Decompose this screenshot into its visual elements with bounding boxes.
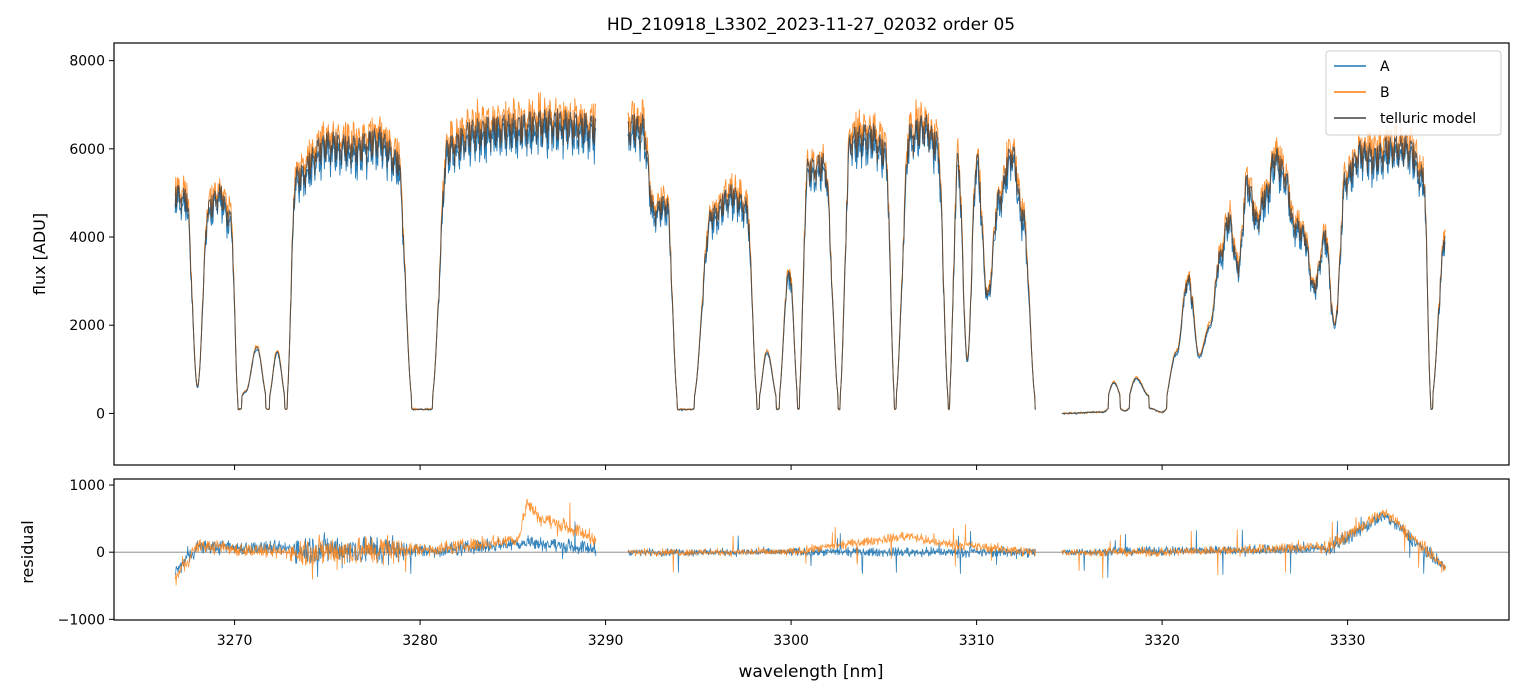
series-a-line-segment-1 [174, 110, 597, 411]
legend-label-b: B [1380, 85, 1390, 101]
x-tick-label: 3320 [1144, 633, 1180, 649]
residual-axes-frame [113, 478, 1510, 621]
flux-y-tick-label: 0 [96, 406, 105, 422]
chart-title: HD_210918_L3302_2023-11-27_02032 order 0… [607, 15, 1015, 35]
series-a-line-segment-3 [1061, 133, 1446, 415]
x-tick-label: 3290 [588, 633, 624, 649]
residual-y-axis-label: residual [18, 520, 37, 583]
x-tick-label: 3280 [402, 633, 438, 649]
residual-a-line-segment-2 [627, 530, 1036, 574]
flux-series-group [174, 91, 1446, 415]
residual-y-tick-label: −1000 [58, 612, 105, 628]
flux-y-tick-label: 6000 [69, 142, 105, 158]
residual-x-ticks: 3270 3280 3290 3300 3310 3320 3330 [217, 620, 1366, 649]
x-tick-label: 3310 [959, 633, 995, 649]
flux-y-tick-label: 8000 [69, 54, 105, 70]
residual-b-line-segment-1 [174, 498, 597, 586]
residual-a-line-segment-1 [174, 521, 597, 578]
series-b-line-segment-2 [627, 99, 1037, 411]
legend-label-model: telluric model [1380, 111, 1476, 127]
flux-panel: 0 2000 4000 6000 8000 flux [ADU] A B telluri… [30, 42, 1510, 470]
residual-y-tick-label: 1000 [69, 478, 105, 494]
flux-axes-frame [113, 42, 1510, 466]
flux-y-tick-label: 4000 [69, 230, 105, 246]
flux-x-ticks [234, 465, 1349, 470]
x-axis-label: wavelength [nm] [738, 662, 883, 682]
residual-y-ticks: −1000 0 1000 [58, 478, 114, 628]
residual-b-line-segment-3 [1061, 508, 1446, 579]
flux-y-tick-label: 2000 [69, 318, 105, 334]
residual-a-line-segment-3 [1061, 511, 1446, 578]
series-a-line-segment-2 [627, 115, 1037, 412]
telluric-model-line-segment-2 [627, 113, 1037, 410]
residual-series-group [114, 498, 1509, 586]
residual-b-line-segment-2 [627, 524, 1036, 573]
telluric-model-line-segment-3 [1061, 135, 1446, 414]
x-tick-label: 3270 [217, 633, 253, 649]
x-tick-label: 3300 [773, 633, 809, 649]
legend-box [1325, 50, 1502, 136]
x-tick-label: 3330 [1330, 633, 1366, 649]
residual-y-tick-label: 0 [96, 545, 105, 561]
legend: A B telluric model [1325, 50, 1502, 136]
telluric-model-line-segment-1 [174, 108, 597, 410]
legend-label-a: A [1380, 59, 1390, 75]
flux-y-axis-label: flux [ADU] [30, 213, 49, 295]
flux-y-ticks: 0 2000 4000 6000 8000 [69, 54, 114, 422]
